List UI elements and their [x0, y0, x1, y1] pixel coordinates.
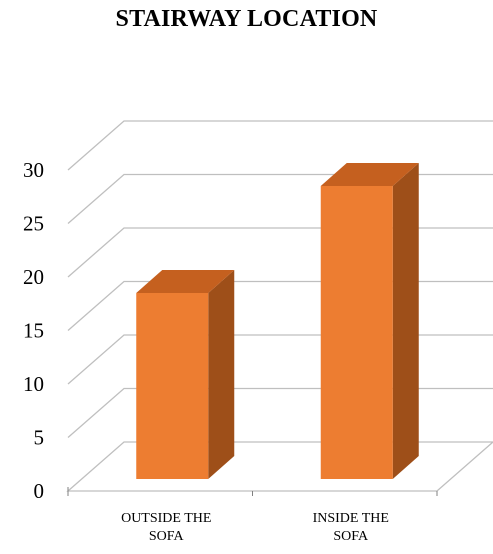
bar-side-face: [392, 163, 419, 479]
gridline-15: [67, 280, 493, 331]
bar-top-face: [136, 270, 235, 293]
y-tick-label-10: 10: [23, 372, 44, 396]
y-tick-label-30: 30: [23, 158, 44, 182]
y-tick-label-20: 20: [23, 265, 44, 289]
x-axis-categories: OUTSIDE THE SOFA INSIDE THE SOFA: [121, 511, 389, 544]
bar-front-face: [320, 186, 393, 479]
gridline-25: [67, 173, 493, 224]
gridlines: [67, 120, 493, 438]
y-tick-label-0: 0: [34, 479, 45, 503]
x-category-label-2: INSIDE THE SOFA: [313, 511, 389, 544]
y-tick-label-15: 15: [23, 319, 44, 343]
y-tick-label-5: 5: [34, 426, 45, 450]
bar-1: [136, 270, 235, 479]
y-tick-label-25: 25: [23, 212, 44, 236]
gridline-20: [67, 227, 493, 278]
chart-floor: [66, 441, 493, 492]
chart-title: STAIRWAY LOCATION: [115, 6, 378, 32]
bar-front-face: [136, 293, 209, 479]
axes: [66, 441, 493, 496]
bar-top-face: [320, 163, 419, 186]
gridline-10: [67, 334, 493, 385]
y-axis-ticks: 0 5 10 15 20 25 30: [23, 158, 44, 503]
gridline-30: [67, 120, 493, 171]
bar-side-face: [208, 270, 235, 479]
bars: [136, 163, 419, 479]
x-category-label-1: OUTSIDE THE SOFA: [121, 511, 211, 544]
bar-2: [320, 163, 419, 479]
gridline-5: [67, 387, 493, 438]
